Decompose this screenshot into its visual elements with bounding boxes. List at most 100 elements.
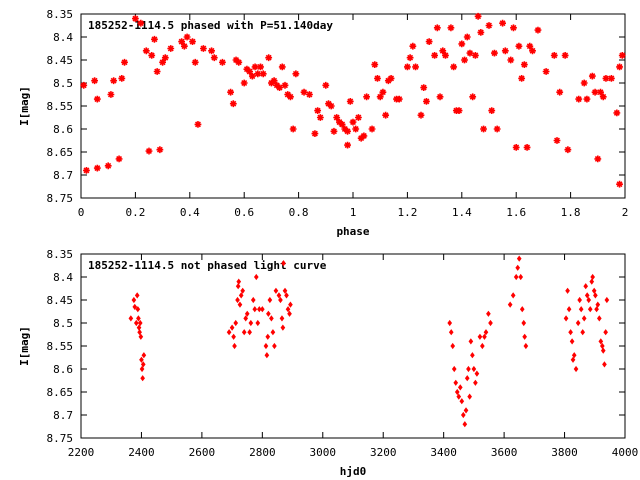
data-point [151,35,158,43]
data-point [599,93,607,101]
data-point [349,118,357,126]
data-point [131,296,137,304]
data-point [578,306,584,313]
data-point [534,26,542,34]
data-point [561,52,569,59]
data-point [466,365,471,373]
data-point [336,118,343,126]
x-tick-label: 2400 [128,446,155,459]
data-point [276,292,282,299]
data-point [227,88,234,96]
data-point [344,141,351,149]
data-point [128,315,134,322]
chart-panel-1: 0 0.2 0.4 0.6 0.8 1 1.2 1.4 1.6 1.8 2 8.35 8.4 8.45 8.… [18,8,628,238]
data-point [235,296,240,304]
data-point [281,81,289,89]
data-point [477,333,483,340]
data-point [104,162,112,170]
data-point [156,146,164,154]
data-point [248,319,254,327]
data-point [153,68,161,75]
data-point [161,54,169,62]
data-point [477,29,485,36]
y-tick-label: 8.55 [47,100,74,113]
data-point [253,273,259,281]
data-point [289,125,297,133]
data-point [284,292,289,299]
x-tick-label: 0.2 [125,206,145,219]
data-point [360,132,368,140]
y-tick-label: 8.75 [47,192,74,205]
data-point [472,52,479,59]
data-point [189,38,196,45]
data-point [232,56,240,64]
data-point [470,352,475,359]
data-point [91,77,98,85]
data-point [229,100,237,108]
data-point [395,95,403,103]
y-tick-label: 8.65 [47,386,74,399]
data-point [167,45,175,52]
data-point [316,114,324,121]
data-point [259,70,267,78]
data-point [474,370,480,377]
data-point [584,292,590,299]
data-point [575,319,581,327]
data-point [178,38,186,45]
data-point [382,111,390,119]
data-point [115,155,123,163]
data-point [590,273,595,281]
data-point [266,310,271,317]
data-point [132,15,139,22]
data-point [417,111,425,119]
data-point [513,273,519,281]
data-point [425,38,433,45]
data-point [593,292,598,299]
data-point [132,303,138,310]
data-point [460,411,466,419]
x-tick-label: 3000 [310,446,337,459]
data-point [279,315,285,322]
data-point [589,278,595,285]
data-point [604,296,610,304]
data-point [491,49,498,57]
y-tick-label: 8.35 [47,8,74,21]
data-point [523,144,531,151]
data-point [355,114,362,121]
data-point [600,347,606,354]
data-point [191,58,199,66]
data-point [450,342,456,350]
y-tick-label: 8.55 [47,340,74,353]
data-point [121,58,128,66]
data-point [456,393,462,400]
data-point [265,54,273,62]
data-point [518,75,526,82]
data-point [486,310,491,317]
plot-frame [80,13,626,199]
data-point [159,58,166,66]
data-point [591,287,597,294]
data-point [474,12,482,20]
data-point [466,49,474,57]
data-points [128,255,610,428]
data-point [598,338,604,345]
data-point [512,144,520,151]
x-tick-label: 0 [78,206,85,219]
data-point [616,63,623,71]
data-point [433,24,441,32]
data-point [436,93,444,101]
x-tick-label: 3600 [491,446,518,459]
data-point [451,365,457,373]
x-tick-label: 0.8 [289,206,309,219]
data-point [263,342,269,350]
data-point [455,107,463,114]
data-point [583,95,591,103]
data-point [135,306,141,313]
data-point [139,365,145,373]
data-point [618,52,626,59]
data-point [459,398,465,405]
data-point [471,365,477,373]
data-point [269,315,274,322]
data-point [423,98,430,105]
data-point [480,342,485,350]
